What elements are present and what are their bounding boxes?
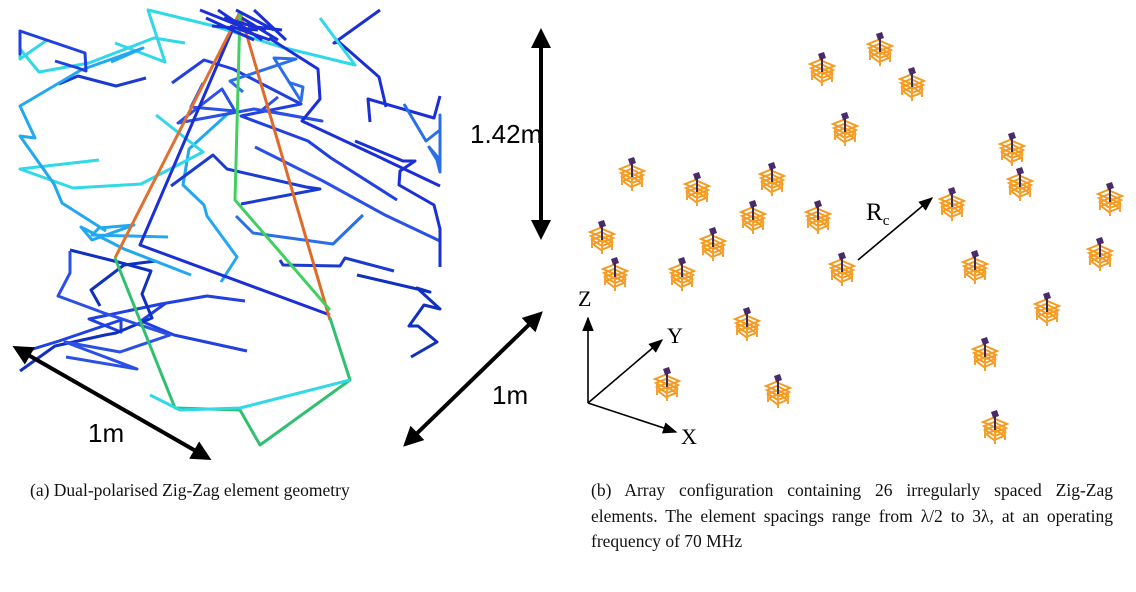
caption-a: (a) Dual-polarised Zig-Zag element geome… — [30, 478, 530, 504]
height-label: 1.42m — [470, 119, 542, 149]
array-element — [1098, 182, 1122, 216]
axis-z-label: Z — [578, 286, 591, 311]
x-axis — [588, 403, 676, 432]
array-element — [1035, 292, 1059, 326]
array-element — [1008, 167, 1032, 201]
radius-sub: c — [883, 213, 890, 229]
wire — [357, 275, 440, 357]
array-element — [983, 410, 1007, 444]
array-element — [806, 200, 830, 234]
array-element — [973, 337, 997, 371]
array-element — [833, 112, 857, 146]
wire — [115, 10, 355, 65]
array-element — [760, 162, 784, 196]
array-element — [900, 67, 924, 101]
array-element — [766, 374, 790, 408]
array-element — [810, 52, 834, 86]
figure-page: 1.42m 1m 1m Z Y X Rc (a) Dual-polarised … — [0, 0, 1136, 592]
wire — [334, 10, 386, 107]
radius-label: Rc — [866, 199, 890, 229]
array-element — [735, 307, 759, 341]
array-element — [1088, 237, 1112, 271]
array-element — [940, 187, 964, 221]
y-axis — [588, 340, 662, 403]
wire — [141, 303, 247, 351]
wire — [183, 110, 237, 282]
zigzag-geometry — [20, 10, 440, 445]
array-element — [963, 250, 987, 284]
array-elements — [590, 32, 1122, 444]
axis-x-label: X — [681, 424, 697, 449]
front-width-label: 1m — [88, 418, 124, 448]
array-element — [685, 172, 709, 206]
wire — [368, 96, 440, 122]
radius-main: R — [866, 199, 883, 226]
array-element — [620, 157, 644, 191]
array-element — [655, 367, 679, 401]
array-element — [741, 200, 765, 234]
wire — [280, 258, 394, 271]
array-element — [701, 227, 725, 261]
caption-b: (b) Array configuration containing 26 ir… — [591, 478, 1113, 555]
array-element — [670, 257, 694, 291]
array-element — [590, 220, 614, 254]
wire — [150, 380, 350, 410]
wire — [230, 58, 303, 101]
axis-y-label: Y — [667, 323, 683, 348]
array-element — [603, 257, 627, 291]
wire — [59, 76, 146, 86]
side-width-label: 1m — [492, 380, 528, 410]
array-element — [830, 252, 854, 286]
array-element — [868, 32, 892, 66]
array-element — [1000, 132, 1024, 166]
wire — [115, 258, 350, 445]
